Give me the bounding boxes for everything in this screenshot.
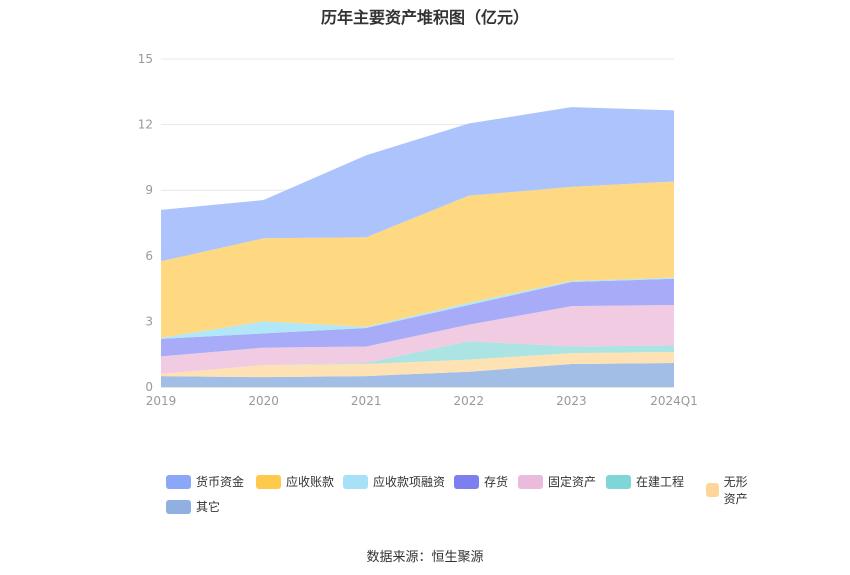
x-tick-label: 2024Q1 <box>650 394 698 408</box>
legend-swatch <box>343 474 368 489</box>
legend-item[interactable]: 无形资产 <box>706 473 748 507</box>
legend-swatch <box>256 474 281 489</box>
legend-item[interactable]: 在建工程 <box>606 473 684 490</box>
y-tick-label: 15 <box>138 52 153 66</box>
area-series-6 <box>161 181 674 338</box>
y-tick-label: 6 <box>145 249 153 263</box>
legend-label: 存货 <box>484 475 509 489</box>
legend-swatch <box>606 474 631 489</box>
legend-swatch <box>518 474 543 489</box>
legend-swatch <box>166 499 191 514</box>
y-tick-label: 9 <box>145 183 153 197</box>
x-tick-label: 2023 <box>556 394 587 408</box>
legend-swatch <box>166 474 191 489</box>
area-series-5 <box>161 277 674 339</box>
x-tick-label: 2019 <box>146 394 177 408</box>
legend-label: 货币资金 <box>196 475 245 489</box>
area-series-0 <box>161 362 674 387</box>
area-series-7 <box>161 107 674 262</box>
chart-title: 历年主要资产堆积图（亿元） <box>320 8 529 27</box>
legend-label: 应收账款 <box>286 475 335 489</box>
legend-label: 无形资产 <box>723 475 748 506</box>
axis-labels: 0 3 6 9 12 15 2019 2020 2021 2022 2023 2024Q1 <box>138 52 698 408</box>
data-source-note: 数据来源：恒生聚源 <box>366 550 484 565</box>
y-tick-label: 3 <box>145 314 153 328</box>
legend-item[interactable]: 固定资产 <box>518 473 596 490</box>
y-tick-label: 12 <box>138 118 153 132</box>
area-series-2 <box>161 341 674 374</box>
x-tick-label: 2022 <box>454 394 485 408</box>
legend-swatch <box>706 483 719 497</box>
y-tick-label: 0 <box>145 380 153 394</box>
legend-item[interactable]: 货币资金 <box>166 473 244 490</box>
area-series-3 <box>161 305 674 374</box>
legend-item[interactable]: 其它 <box>166 498 220 515</box>
legend-label: 在建工程 <box>636 475 685 489</box>
legend-label: 应收款项融资 <box>373 475 446 489</box>
legend-item[interactable]: 应收账款 <box>256 473 334 490</box>
x-tick-label: 2021 <box>351 394 382 408</box>
legend-label: 固定资产 <box>548 475 597 489</box>
x-tick-label: 2020 <box>248 394 279 408</box>
legend-label: 其它 <box>196 500 221 514</box>
legend-item[interactable]: 存货 <box>454 473 508 490</box>
legend-item[interactable]: 应收款项融资 <box>343 473 445 490</box>
area-series-4 <box>161 278 674 357</box>
area-series-1 <box>161 352 674 378</box>
legend-swatch <box>454 474 479 489</box>
area-series-group <box>161 107 674 387</box>
